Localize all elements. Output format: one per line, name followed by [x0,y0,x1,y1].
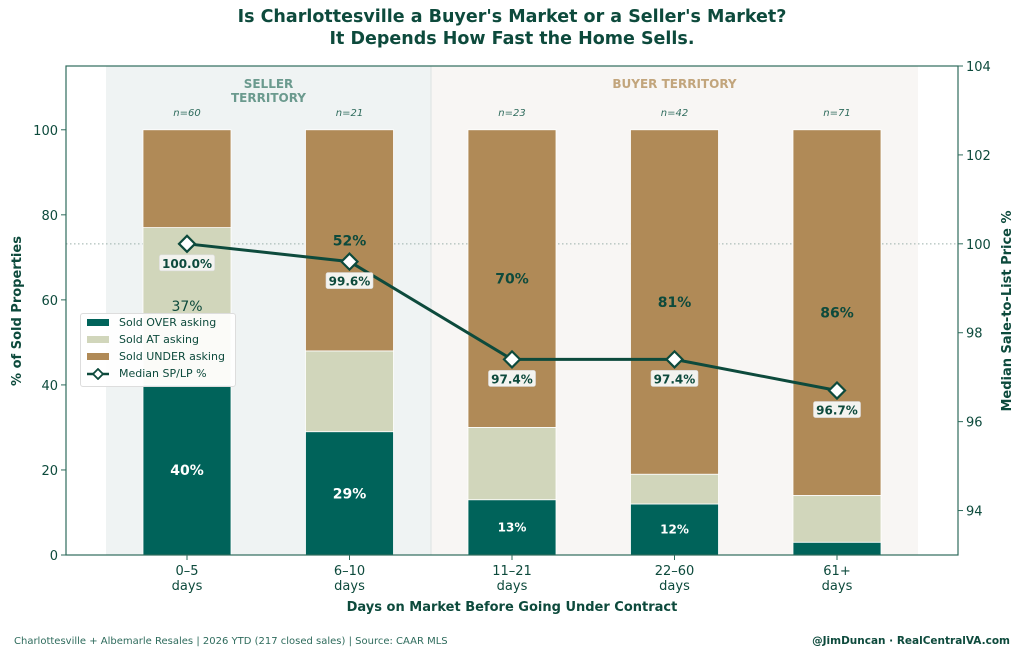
sample-size-label: n=21 [336,108,363,119]
x-tick-label: 11–21 [492,564,532,579]
y2-tick-label: 104 [966,60,991,75]
bar-segment [305,431,394,556]
bar-segment [305,350,394,433]
median-splp-marker [502,349,522,369]
y2-tick-label: 100 [966,238,991,253]
median-splp-marker [177,234,197,254]
y-tick-label: 80 [41,209,58,224]
legend-label: Median SP/LP % [119,367,207,380]
sample-size-label: n=71 [823,108,850,119]
chart-title: Is Charlottesville a Buyer's Market or a… [0,6,1024,50]
y-tick-label: 20 [41,464,58,479]
y-tick-label: 100 [33,124,58,139]
legend-label: Sold UNDER asking [119,350,225,363]
y2-tick-label: 102 [966,149,991,164]
y2-tick-label: 94 [966,505,983,520]
x-tick-label: 6–10 [334,564,365,579]
x-axis-label: Days on Market Before Going Under Contra… [347,600,678,615]
y2-axis-label: Median Sale-to-List Price % [1000,210,1015,411]
y-tick-label: 0 [50,549,58,564]
bar-value-label: 40% [170,463,204,479]
legend-swatch [87,319,109,326]
bar-segment [467,499,557,556]
diamond-line-icon [87,367,109,380]
region-label: TERRITORY [231,91,306,105]
footer-credit: @JimDuncan · RealCentralVA.com [812,635,1010,647]
x-tick-label: days [822,579,853,594]
bar-segment [467,427,557,501]
median-splp-label: 97.4% [654,372,696,386]
bar-segment [305,129,394,352]
bar-value-label: 37% [171,299,202,315]
median-splp-marker [339,252,360,272]
median-splp-marker [664,349,685,369]
bar-segment [792,129,882,496]
y-tick-label: 60 [41,294,58,309]
median-label-box [488,370,536,387]
bar-segment [792,541,882,556]
bar-value-label: 12% [660,522,689,536]
bar-value-label: 29% [333,486,367,502]
median-splp-marker [827,380,847,401]
y2-tick-label: 96 [966,416,983,431]
median-label-box [650,370,699,387]
bar-value-label: 13% [498,520,527,534]
legend-swatch [87,353,109,360]
median-splp-label: 100.0% [162,257,212,271]
x-tick-label: days [659,579,690,594]
bar-segment [630,503,719,556]
region-label: SELLER [244,77,294,91]
x-tick-label: days [334,579,365,594]
region-label: BUYER TERRITORY [612,77,736,91]
y2-tick-label: 98 [966,327,983,342]
x-tick-label: 0–5 [175,564,198,579]
sample-size-label: n=42 [661,108,688,119]
median-label-box [325,272,374,289]
plot-frame [65,65,959,556]
x-tick-label: days [172,579,203,594]
title-line-2: It Depends How Fast the Home Sells. [329,29,695,49]
legend-item-under: Sold UNDER asking [81,348,235,365]
sample-size-label: n=60 [173,108,200,119]
bar-value-label: 70% [495,272,529,288]
footer-source: Charlottesville + Albemarle Resales | 20… [14,636,448,647]
median-label-box [159,254,215,272]
title-line-1: Is Charlottesville a Buyer's Market or a… [237,7,787,27]
legend-item-line: Median SP/LP % [81,365,235,382]
bar-segment [142,384,232,556]
median-label-box [813,401,861,418]
legend-swatch [87,336,109,343]
x-tick-label: days [497,579,528,594]
median-splp-label: 96.7% [816,404,858,418]
legend-item-at: Sold AT asking [81,331,235,348]
y-axis-label: % of Sold Properties [10,236,25,386]
legend-label: Sold OVER asking [119,316,217,329]
x-tick-label: 22–60 [655,564,695,579]
legend: Sold OVER asking Sold AT asking Sold UND… [80,313,236,387]
legend-label: Sold AT asking [119,333,199,346]
legend-item-over: Sold OVER asking [81,314,235,331]
bar-value-label: 81% [658,295,692,311]
bar-segment [142,129,232,228]
bar-segment [792,495,882,543]
bar-segment [630,129,719,475]
sample-size-label: n=23 [498,108,525,119]
median-splp-label: 97.4% [491,372,533,386]
bar-segment [630,473,719,505]
y-tick-label: 40 [41,379,58,394]
median-splp-label: 99.6% [329,275,371,289]
bar-value-label: 52% [333,233,367,249]
x-tick-label: 61+ [823,564,850,579]
bar-value-label: 86% [820,306,854,322]
